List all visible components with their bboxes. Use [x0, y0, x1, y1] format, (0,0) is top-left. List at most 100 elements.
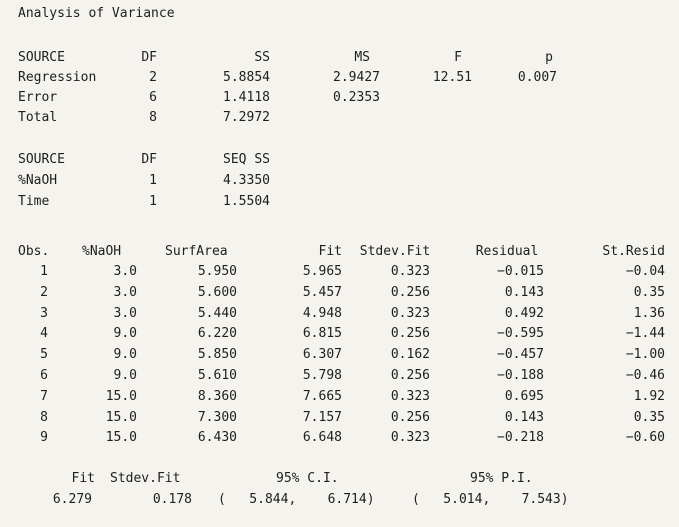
pred-header-pi: 95% P.I.	[470, 471, 533, 486]
obs-cell: −0.015	[497, 264, 544, 279]
anova-cell: 2	[149, 70, 157, 85]
seq-cell: 4.3350	[223, 173, 270, 188]
anova-cell: 1.4118	[223, 90, 270, 105]
obs-cell: 0.695	[504, 388, 544, 404]
obs-cell: 5.965	[302, 264, 342, 279]
seq-header: SOURCE	[18, 152, 65, 167]
obs-cell: 1	[40, 264, 48, 279]
anova-cell: 12.51	[432, 70, 472, 85]
obs-cell: 0.256	[390, 368, 430, 383]
obs-cell: −0.46	[625, 368, 665, 383]
obs-cell: 0.323	[390, 305, 430, 321]
obs-cell: 6.815	[302, 326, 342, 342]
obs-cell: 9.0	[113, 326, 137, 342]
obs-cell: 0.492	[504, 305, 544, 321]
anova-cell: 0.2353	[333, 90, 380, 105]
obs-cell: 2	[40, 284, 48, 300]
obs-cell: −0.188	[497, 368, 544, 383]
obs-cell: 5.850	[197, 347, 237, 363]
obs-cell: 1.92	[633, 388, 665, 404]
seq-cell: 1	[149, 194, 157, 209]
anova-header: DF	[141, 50, 157, 65]
obs-cell: 0.35	[633, 409, 665, 425]
anova-title: Analysis of Variance	[18, 6, 175, 21]
obs-cell: 7.157	[302, 409, 342, 425]
obs-cell: 0.323	[390, 430, 430, 446]
obs-cell: 0.256	[390, 326, 430, 342]
obs-cell: 6.648	[302, 430, 342, 446]
pred-header-stdev: Stdev.Fit	[110, 471, 181, 486]
obs-cell: 9.0	[113, 347, 137, 363]
obs-cell: −0.218	[497, 430, 544, 446]
anova-cell: 8	[149, 110, 157, 125]
obs-cell: 0.143	[504, 409, 544, 425]
obs-cell: 4.948	[302, 305, 342, 321]
obs-cell: 3.0	[113, 305, 137, 321]
obs-cell: 0.143	[504, 284, 544, 300]
obs-header: St.Resid	[602, 244, 665, 259]
anova-header: F	[454, 50, 462, 65]
seq-cell: Time	[18, 194, 50, 209]
obs-cell: 5.600	[197, 284, 237, 300]
obs-cell: 0.35	[633, 284, 665, 300]
obs-cell: 5.950	[197, 264, 237, 279]
obs-cell: 5	[40, 347, 48, 363]
obs-cell: 7.665	[302, 388, 342, 404]
anova-cell: Total	[18, 110, 58, 125]
anova-cell: 0.007	[517, 70, 557, 85]
obs-cell: −0.04	[625, 264, 665, 279]
anova-cell: 7.2972	[223, 110, 270, 125]
seq-header: SEQ SS	[223, 152, 270, 167]
seq-cell: 1.5504	[223, 194, 270, 209]
obs-header: Stdev.Fit	[359, 244, 431, 259]
obs-cell: 8.360	[197, 388, 237, 404]
obs-header: Fit	[318, 244, 342, 259]
obs-cell: 5.457	[302, 284, 342, 300]
anova-cell: 6	[149, 90, 157, 105]
seq-header: DF	[141, 152, 157, 167]
obs-cell: −1.00	[625, 347, 665, 363]
obs-cell: 3.0	[113, 284, 137, 300]
obs-cell: −1.44	[625, 326, 665, 342]
obs-header: %NaOH	[82, 244, 122, 259]
obs-cell: 6.430	[197, 430, 237, 446]
obs-cell: 5.798	[302, 368, 342, 383]
pred-pi: ( 5.014, 7.543)	[412, 492, 569, 507]
obs-cell: 0.256	[390, 409, 430, 425]
pred-ci: ( 5.844, 6.714)	[218, 492, 375, 507]
obs-cell: 4	[40, 326, 48, 342]
pred-header-ci: 95% C.I.	[276, 471, 339, 486]
seq-cell: 1	[149, 173, 157, 188]
obs-cell: 0.323	[390, 264, 430, 279]
obs-cell: 7.300	[197, 409, 237, 425]
obs-cell: 1.36	[633, 305, 665, 321]
seq-cell: %NaOH	[18, 173, 58, 188]
obs-cell: 6.307	[302, 347, 342, 363]
obs-header: Residual	[475, 244, 539, 259]
anova-cell: 5.8854	[223, 70, 270, 85]
pred-fit: 6.279	[52, 492, 92, 507]
obs-cell: 0.256	[390, 284, 430, 300]
anova-header: SS	[254, 50, 270, 65]
obs-cell: 7	[40, 388, 48, 404]
obs-cell: 15.0	[105, 388, 137, 404]
pred-stdev-fit: 0.178	[152, 492, 192, 507]
obs-cell: 6.220	[197, 326, 237, 342]
obs-cell: 0.162	[390, 347, 430, 363]
obs-cell: 5.610	[197, 368, 237, 383]
obs-cell: 9.0	[113, 368, 137, 383]
obs-cell: −0.595	[497, 326, 544, 342]
obs-cell: 6	[40, 368, 48, 383]
obs-cell: 3	[40, 305, 48, 321]
obs-cell: 15.0	[105, 409, 137, 425]
obs-cell: 9	[40, 430, 48, 446]
anova-cell: Regression	[18, 70, 97, 85]
obs-cell: 15.0	[105, 430, 137, 446]
anova-cell: Error	[18, 90, 58, 105]
anova-header: p	[545, 50, 553, 65]
obs-header: Obs.	[18, 244, 50, 259]
anova-header: SOURCE	[18, 50, 65, 65]
obs-cell: −0.457	[497, 347, 544, 363]
obs-cell: −0.60	[625, 430, 665, 446]
